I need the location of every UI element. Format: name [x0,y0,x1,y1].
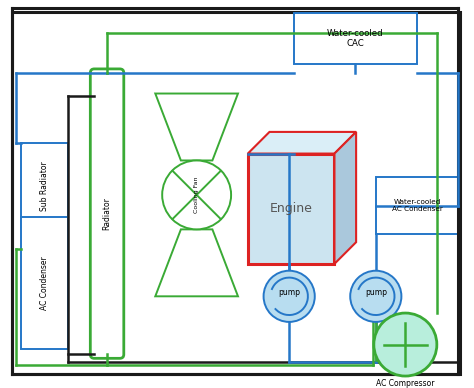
Bar [21,217,68,350]
Text: AC Compressor: AC Compressor [376,379,435,388]
Text: pump: pump [365,288,387,297]
Text: Engine: Engine [270,202,312,215]
Polygon shape [248,132,356,154]
Text: AC Condenser: AC Condenser [39,256,48,310]
Polygon shape [155,229,238,296]
Circle shape [264,271,315,322]
Text: Sub Radiator: Sub Radiator [39,161,48,211]
FancyBboxPatch shape [91,69,124,359]
Text: Water-cooled
CAC: Water-cooled CAC [327,29,383,48]
Circle shape [162,161,231,229]
Bar [21,143,68,229]
Circle shape [374,313,437,376]
Bar [294,13,417,64]
Text: pump: pump [278,288,300,297]
Text: Cooling Fan: Cooling Fan [194,177,199,213]
Polygon shape [335,132,356,264]
Bar [376,177,458,234]
Circle shape [350,271,401,322]
Bar [248,154,335,264]
Polygon shape [155,94,238,161]
Text: Radiator: Radiator [102,197,111,230]
Text: Water-cooled
AC Condenser: Water-cooled AC Condenser [392,199,443,212]
